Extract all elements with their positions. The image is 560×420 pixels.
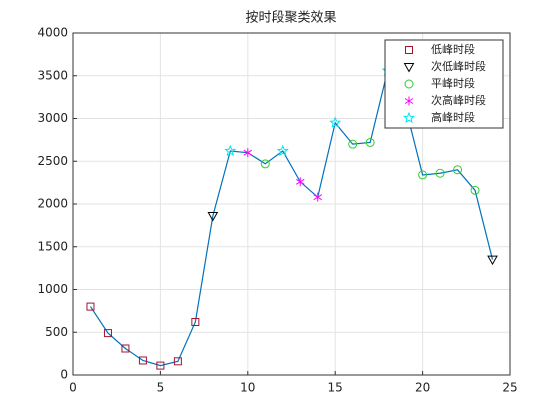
legend-label: 高峰时段	[431, 110, 475, 124]
legend-label: 次高峰时段	[431, 93, 486, 107]
data-point	[207, 211, 219, 222]
marker-shape	[260, 159, 270, 169]
data-point	[260, 159, 270, 169]
marker-shape	[207, 211, 219, 222]
legend-marker	[402, 111, 416, 124]
marker-shape	[404, 79, 414, 89]
chart-title: 按时段聚类效果	[245, 11, 336, 26]
data-point	[243, 148, 253, 158]
data-point	[191, 317, 200, 326]
marker-shape	[86, 302, 95, 311]
data-point	[295, 177, 305, 187]
data-point	[138, 356, 147, 365]
legend-marker	[404, 96, 414, 106]
data-point	[365, 137, 375, 147]
data-point	[121, 344, 130, 353]
y-tick-label: 500	[45, 325, 68, 339]
x-tick-label: 0	[69, 381, 77, 395]
data-point	[313, 192, 322, 202]
marker-shape	[404, 98, 414, 104]
marker-shape	[435, 168, 445, 178]
y-tick-label: 2500	[37, 154, 68, 168]
legend-marker	[405, 46, 413, 54]
marker-shape	[224, 144, 237, 157]
data-point	[173, 357, 182, 366]
marker-shape	[365, 137, 375, 147]
x-tick-label: 5	[157, 381, 165, 395]
data-line	[89, 68, 494, 367]
marker-shape	[191, 317, 200, 326]
data-point	[470, 185, 480, 195]
marker-shape	[243, 149, 253, 156]
y-tick-label: 4000	[37, 26, 68, 40]
data-point	[103, 329, 112, 338]
marker-shape	[138, 356, 147, 365]
marker-shape	[329, 116, 342, 128]
marker-shape	[453, 165, 463, 175]
x-tick-label: 25	[502, 381, 517, 395]
x-tick-label: 10	[240, 381, 255, 395]
x-tick-label: 15	[328, 381, 343, 395]
data-point	[156, 361, 165, 370]
marker-shape	[348, 139, 358, 149]
plot-frame	[72, 32, 511, 376]
marker-shape	[276, 144, 289, 157]
data-point	[86, 302, 95, 311]
marker-shape	[402, 111, 416, 124]
x-tick-label: 20	[415, 381, 430, 395]
marker-shape	[156, 361, 165, 370]
data-point	[348, 139, 358, 149]
marker-shape	[487, 255, 498, 266]
data-point	[276, 144, 289, 157]
marker-shape	[418, 170, 428, 180]
marker-shape	[405, 46, 413, 54]
y-tick-label: 1000	[37, 282, 68, 296]
legend-marker	[403, 63, 415, 73]
legend-label: 低峰时段	[431, 42, 475, 56]
y-tick-label: 2000	[37, 197, 68, 211]
marker-shape	[103, 329, 112, 338]
data-point	[487, 255, 498, 266]
legend-label: 次低峰时段	[431, 59, 486, 73]
data-point	[329, 116, 342, 128]
marker-shape	[403, 63, 415, 73]
legend-marker	[404, 79, 414, 89]
legend-label: 平峰时段	[431, 76, 475, 90]
marker-shape	[173, 357, 182, 366]
y-tick-label: 3500	[37, 68, 68, 82]
data-point	[418, 170, 428, 180]
data-point	[224, 144, 237, 157]
marker-shape	[313, 194, 322, 201]
marker-shape	[470, 185, 480, 195]
marker-shape	[121, 344, 130, 353]
y-tick-label: 1500	[37, 239, 68, 253]
y-tick-label: 0	[60, 368, 68, 382]
y-tick-label: 3000	[37, 111, 68, 125]
data-point	[453, 165, 463, 175]
marker-shape	[295, 178, 305, 185]
data-point	[435, 168, 445, 178]
